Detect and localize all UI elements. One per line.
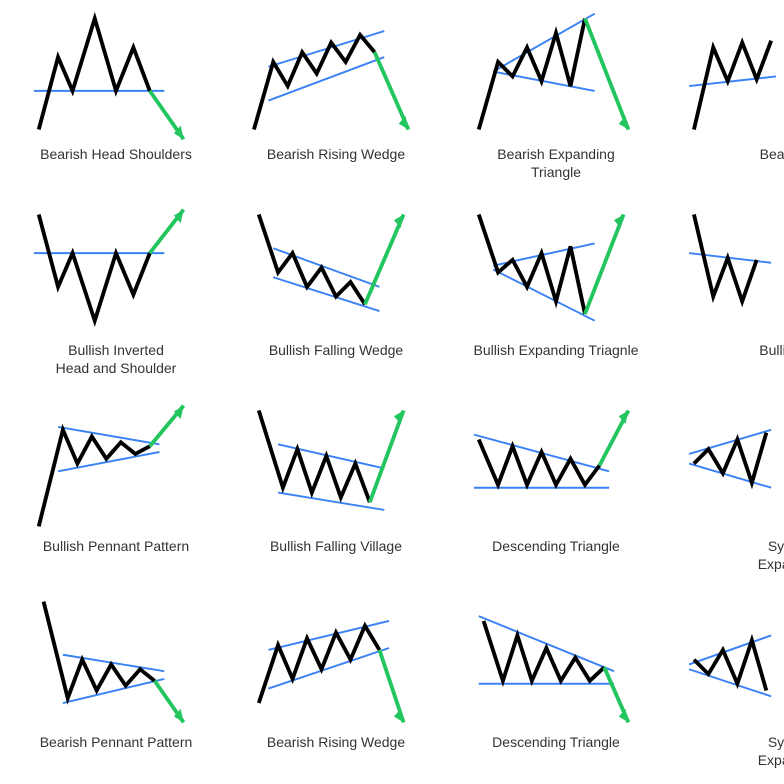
pattern-label: Bullis (759, 342, 784, 360)
price-path (479, 18, 585, 129)
price-path (479, 214, 585, 313)
trendline (689, 464, 771, 488)
pattern-cell-bullish-falling-wedge: Bullish Falling Wedge (226, 196, 446, 392)
pattern-label: Sy Expar (758, 538, 784, 573)
pattern-label: Bearish Head Shoulders (40, 146, 192, 164)
breakout-arrow (365, 214, 404, 304)
pattern-svg (676, 592, 784, 732)
pattern-cell-bullish-falling-village: Bullish Falling Village (226, 392, 446, 588)
pattern-svg (236, 4, 436, 144)
pattern-label: Bullish Falling Village (270, 538, 402, 556)
pattern-label: Bullish Inverted Head and Shoulder (56, 342, 177, 377)
pattern-svg (676, 200, 784, 340)
pattern-cell-bearish-expanding-triangle: Bearish Expanding Triangle (446, 0, 666, 196)
pattern-cell-bullish-partial-1: Bullis (666, 196, 784, 392)
trendline (689, 430, 771, 454)
price-path (39, 18, 150, 129)
trendline (58, 427, 159, 444)
trendline (689, 669, 771, 696)
pattern-svg (16, 4, 216, 144)
pattern-cell-bearish-rising-wedge: Bearish Rising Wedge (226, 0, 446, 196)
pattern-svg (16, 592, 216, 732)
pattern-svg (456, 200, 656, 340)
pattern-cell-bearish-rising-wedge-2: Bearish Rising Wedge (226, 588, 446, 784)
pattern-label: Sy Expar (758, 734, 784, 769)
pattern-label: Bullish Expanding Triagnle (474, 342, 639, 360)
pattern-cell-sym-expanding-partial-1: Sy Expar (666, 392, 784, 588)
pattern-label: Descending Triangle (492, 538, 620, 556)
pattern-svg (236, 592, 436, 732)
price-path (484, 621, 605, 681)
pattern-cell-descending-triangle-bull: Descending Triangle (446, 392, 666, 588)
pattern-cell-descending-triangle-bear: Descending Triangle (446, 588, 666, 784)
pattern-svg (676, 396, 784, 536)
pattern-cell-bullish-pennant: Bullish Pennant Pattern (6, 392, 226, 588)
pattern-label: Beari (760, 146, 784, 164)
pattern-cell-bearish-partial-1: Beari (666, 0, 784, 196)
price-path (259, 214, 365, 304)
pattern-label: Bearish Expanding Triangle (497, 146, 615, 181)
pattern-label: Bearish Rising Wedge (267, 734, 405, 752)
pattern-label: Bullish Falling Wedge (269, 342, 403, 360)
pattern-label: Bearish Rising Wedge (267, 146, 405, 164)
price-path (44, 602, 155, 699)
breakout-arrow (375, 52, 409, 129)
pattern-cell-bullish-inverted-head-shoulders: Bullish Inverted Head and Shoulder (6, 196, 226, 392)
trendline (63, 679, 164, 703)
breakout-arrow (370, 410, 404, 502)
price-path (694, 41, 771, 130)
pattern-label: Bearish Pennant Pattern (40, 734, 193, 752)
pattern-svg (236, 396, 436, 536)
pattern-label: Descending Triangle (492, 734, 620, 752)
pattern-svg (676, 4, 784, 144)
pattern-grid: Bearish Head Shoulders Bearish Rising Wed… (0, 0, 784, 784)
trendline (689, 76, 776, 86)
pattern-svg (16, 200, 216, 340)
pattern-cell-sym-expanding-partial-2: Sy Expar (666, 588, 784, 784)
trendline (273, 277, 379, 311)
pattern-cell-bearish-head-shoulders: Bearish Head Shoulders (6, 0, 226, 196)
price-path (39, 430, 150, 527)
pattern-svg (236, 200, 436, 340)
pattern-label: Bullish Pennant Pattern (43, 538, 189, 556)
price-path (479, 439, 600, 484)
trendline (268, 57, 384, 100)
pattern-svg (456, 396, 656, 536)
price-path (259, 410, 370, 502)
pattern-cell-bearish-pennant: Bearish Pennant Pattern (6, 588, 226, 784)
price-path (39, 214, 150, 320)
pattern-svg (16, 396, 216, 536)
pattern-cell-bullish-expanding-triangle: Bullish Expanding Triagnle (446, 196, 666, 392)
pattern-svg (456, 592, 656, 732)
price-path (254, 35, 375, 130)
pattern-svg (456, 4, 656, 144)
breakout-arrow (585, 18, 628, 129)
breakout-arrow (585, 214, 624, 313)
